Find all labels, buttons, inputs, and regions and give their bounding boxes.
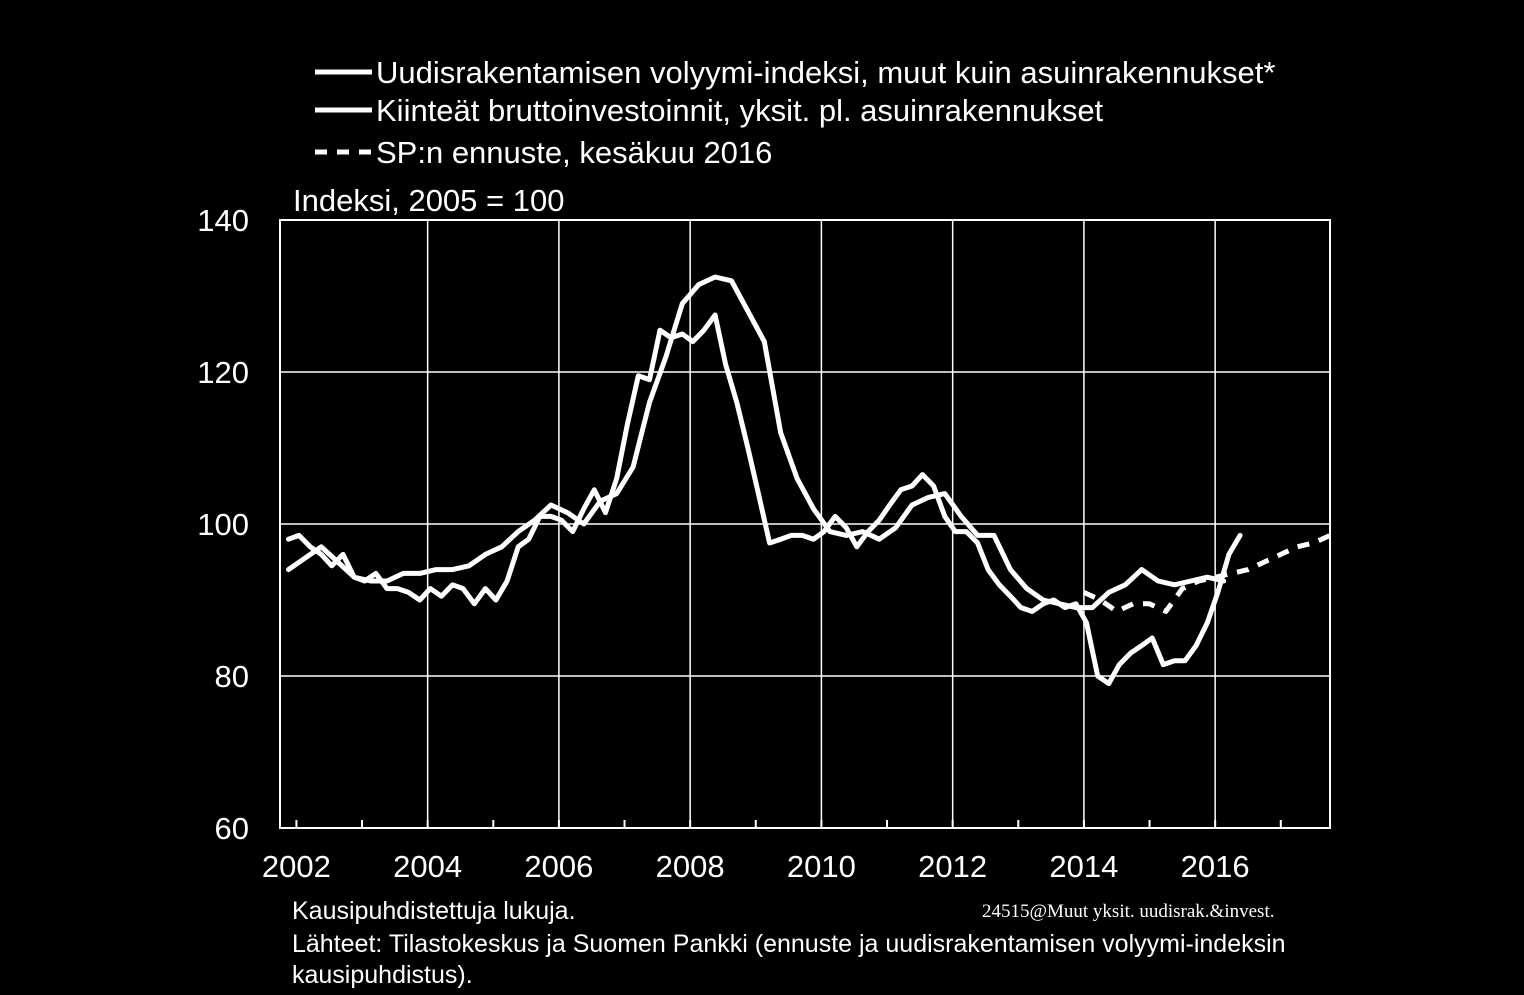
x-tick-label: 2006 bbox=[524, 849, 593, 884]
note-sources-cont: kausipuhdistus). bbox=[292, 961, 473, 989]
y-tick-labels: 60 80 100 120 140 bbox=[197, 203, 249, 846]
y-tick-label: 140 bbox=[197, 203, 249, 238]
series-lines bbox=[286, 274, 1332, 687]
plot-frame bbox=[279, 219, 1331, 829]
series-line-2 bbox=[286, 274, 1227, 611]
y-tick-label: 100 bbox=[197, 507, 249, 542]
series-line-3 bbox=[1082, 533, 1332, 614]
x-tick-label: 2014 bbox=[1049, 849, 1118, 884]
y-tick-label: 60 bbox=[215, 811, 249, 846]
y-tick-label: 120 bbox=[197, 355, 249, 390]
chart-code: 24515@Muut yksit. uudisrak.&invest. bbox=[982, 901, 1275, 922]
legend-label-1: Uudisrakentamisen volyymi-indeksi, muut … bbox=[376, 55, 1275, 90]
note-seasonal: Kausipuhdistettuja lukuja. bbox=[292, 897, 576, 925]
legend-label-3: SP:n ennuste, kesäkuu 2016 bbox=[376, 135, 772, 170]
grid bbox=[280, 220, 1330, 828]
x-tick-label: 2012 bbox=[918, 849, 987, 884]
x-tick-label: 2008 bbox=[656, 849, 725, 884]
x-tick-label: 2010 bbox=[787, 849, 856, 884]
x-tick-label: 2016 bbox=[1181, 849, 1250, 884]
legend-label-2: Kiinteät bruttoinvestoinnit, yksit. pl. … bbox=[376, 93, 1104, 128]
unit-label: Indeksi, 2005 = 100 bbox=[293, 183, 564, 218]
x-tick-label: 2002 bbox=[262, 849, 331, 884]
y-tick-label: 80 bbox=[215, 659, 249, 694]
x-tick-labels: 2002 2004 2006 2008 2010 2012 2014 2016 bbox=[262, 849, 1250, 884]
x-tick-label: 2004 bbox=[393, 849, 462, 884]
note-sources: Lähteet: Tilastokeskus ja Suomen Pankki … bbox=[292, 930, 1286, 958]
series-line-1 bbox=[286, 312, 1243, 687]
tick-marks bbox=[295, 820, 1282, 828]
legend: Uudisrakentamisen volyymi-indeksi, muut … bbox=[315, 55, 1275, 170]
